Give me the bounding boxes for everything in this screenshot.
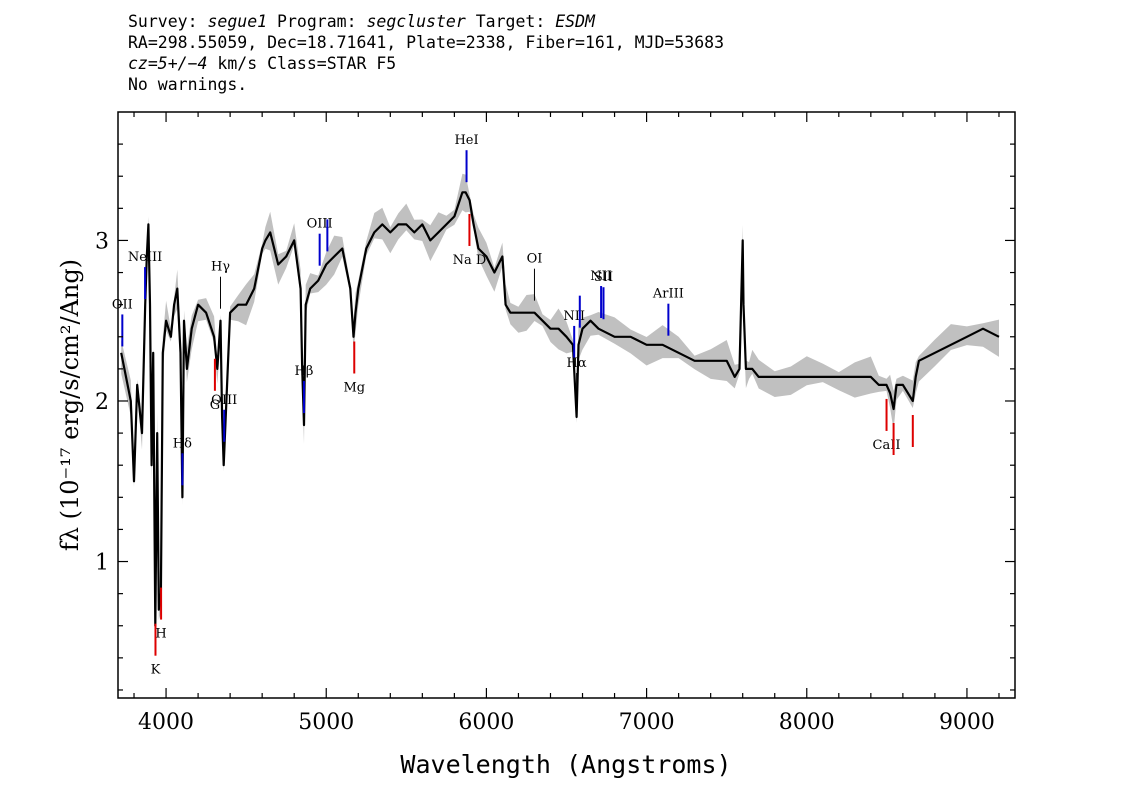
marker-label: Mg bbox=[343, 381, 365, 396]
line-marker-g: G bbox=[210, 358, 220, 413]
marker-label: SII bbox=[594, 270, 613, 285]
marker-label: OIII bbox=[307, 217, 333, 232]
line-marker-mg: Mg bbox=[343, 341, 365, 396]
marker-label: NII bbox=[563, 309, 585, 324]
line-marker-oiii: OIII bbox=[307, 217, 333, 266]
header-line-warnings: No warnings. bbox=[128, 75, 248, 94]
target-label: Target: bbox=[475, 12, 546, 31]
x-tick-label: 4000 bbox=[138, 710, 194, 735]
marker-label: K bbox=[151, 663, 161, 678]
marker-label: G bbox=[210, 398, 220, 413]
marker-label: HeI bbox=[454, 133, 478, 148]
line-marker-h-: Hβ bbox=[295, 364, 314, 414]
marker-label: NeIII bbox=[128, 250, 162, 265]
spectral-line-annotations: OIINeIIIHδHγOIIIHβOIIIHeIOINIIHαNIISIIAr… bbox=[112, 133, 914, 678]
program-value: segcluster bbox=[366, 12, 466, 31]
line-marker-h-: Hα bbox=[567, 356, 587, 406]
x-axis-label: Wavelength (Angstroms) bbox=[400, 750, 731, 779]
marker-label: OIII bbox=[211, 393, 237, 408]
line-marker-oiii: OIII bbox=[211, 393, 237, 442]
survey-label: Survey: bbox=[128, 12, 198, 31]
marker-label: Hα bbox=[567, 356, 587, 371]
program-label: Program: bbox=[277, 12, 357, 31]
line-marker-ariii: ArIII bbox=[652, 287, 684, 336]
y-axis-label: fλ (10⁻¹⁷ erg/s/cm²/Ang) bbox=[56, 259, 84, 551]
marker-label: CaII bbox=[873, 438, 901, 453]
line-marker-k: K bbox=[151, 623, 161, 678]
plot-frame bbox=[117, 111, 1016, 699]
line-marker-h: H bbox=[155, 587, 167, 642]
survey-value: segue1 bbox=[207, 12, 268, 31]
axis-ticks: 4000 5000 6000 7000 8000 9000 1 2 3 bbox=[95, 112, 1015, 735]
spectrum-header: Survey: segue1 Program: segcluster Targe… bbox=[128, 11, 724, 95]
marker-label: Hβ bbox=[295, 364, 314, 379]
redshift-units-class: km/s Class=STAR F5 bbox=[217, 54, 397, 73]
header-line-redshift: cz=5+/−4 km/s Class=STAR F5 bbox=[128, 53, 724, 74]
x-tick-label: 9000 bbox=[939, 710, 995, 735]
line-marker-hei: HeI bbox=[454, 133, 479, 183]
marker-label: OI bbox=[527, 252, 543, 267]
flux-error-band bbox=[121, 173, 999, 638]
line-marker-oi: OI bbox=[527, 252, 543, 301]
line-marker-h-: Hδ bbox=[173, 436, 192, 486]
y-tick-label: 3 bbox=[95, 229, 109, 254]
line-marker-neiii: NeIII bbox=[128, 250, 162, 300]
line-marker-h-: Hγ bbox=[211, 260, 230, 309]
y-tick-label: 1 bbox=[95, 551, 109, 576]
x-tick-label: 8000 bbox=[779, 710, 835, 735]
header-line-survey: Survey: segue1 Program: segcluster Targe… bbox=[128, 11, 724, 32]
x-tick-label: 6000 bbox=[458, 710, 514, 735]
header-line-coordinates: RA=298.55059, Dec=18.71641, Plate=2338, … bbox=[128, 33, 725, 52]
spectrum-line-layer bbox=[120, 191, 1000, 627]
x-tick-label: 5000 bbox=[298, 710, 354, 735]
line-marker-sii: SII bbox=[594, 270, 613, 320]
marker-label: H bbox=[155, 627, 166, 642]
redshift-value: cz=5+/−4 bbox=[128, 54, 208, 73]
y-tick-label: 2 bbox=[95, 390, 109, 415]
line-marker-caii: CaII bbox=[873, 398, 901, 453]
marker-label: Hδ bbox=[173, 436, 192, 451]
marker-label: NII bbox=[590, 269, 612, 284]
line-marker-nii: NII bbox=[590, 269, 612, 319]
x-tick-label: 7000 bbox=[619, 710, 675, 735]
line-marker-na-d: Na D bbox=[453, 213, 487, 268]
target-value: ESDM bbox=[555, 12, 595, 31]
marker-label: Hγ bbox=[211, 260, 230, 275]
flux-spectrum-line bbox=[120, 191, 1000, 627]
error-band-layer bbox=[121, 173, 999, 638]
marker-label: Na D bbox=[453, 253, 487, 268]
marker-label: ArIII bbox=[652, 287, 684, 302]
